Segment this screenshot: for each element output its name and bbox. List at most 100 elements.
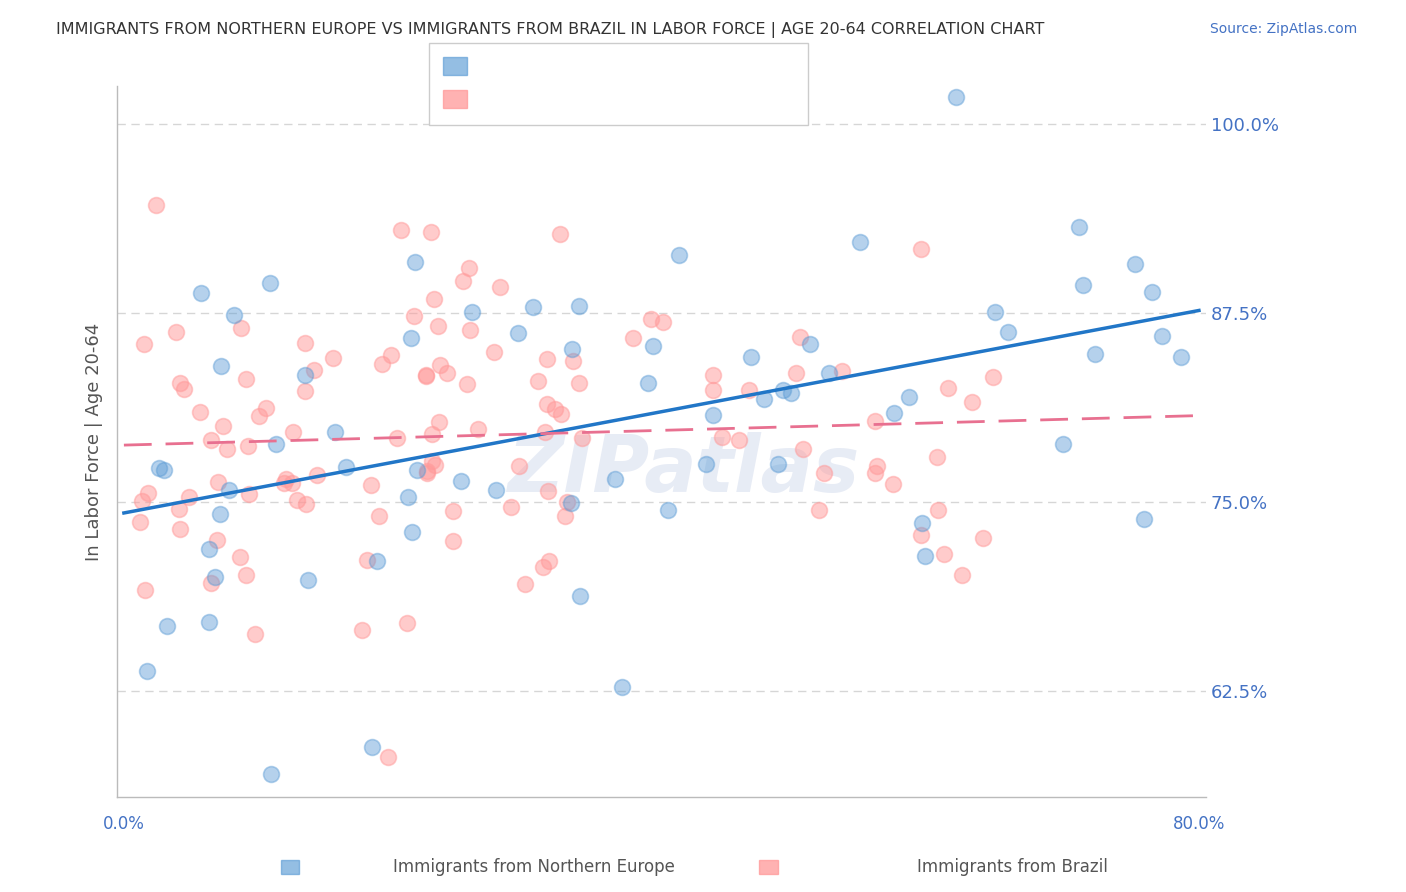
- Point: [747, 87, 769, 101]
- Point: [567, 299, 589, 313]
- Point: [260, 767, 283, 781]
- Point: [458, 323, 481, 337]
- Point: [984, 305, 1007, 319]
- Point: [807, 502, 830, 516]
- Point: [294, 336, 316, 351]
- Point: [544, 401, 567, 416]
- Text: Immigrants from Brazil: Immigrants from Brazil: [917, 858, 1108, 876]
- Point: [936, 382, 959, 396]
- Point: [499, 500, 522, 515]
- Point: [882, 477, 904, 491]
- Point: [456, 376, 478, 391]
- Point: [983, 370, 1005, 384]
- Point: [399, 331, 422, 345]
- Point: [224, 309, 246, 323]
- Point: [997, 325, 1019, 339]
- Point: [451, 274, 474, 288]
- Point: [489, 279, 512, 293]
- Point: [254, 401, 277, 415]
- Point: [950, 567, 973, 582]
- Point: [415, 466, 437, 480]
- Text: IMMIGRANTS FROM NORTHERN EUROPE VS IMMIGRANTS FROM BRAZIL IN LABOR FORCE | AGE 2: IMMIGRANTS FROM NORTHERN EUROPE VS IMMIG…: [56, 22, 1045, 38]
- Point: [883, 406, 905, 420]
- Point: [426, 319, 449, 334]
- Point: [831, 364, 853, 378]
- Point: [849, 235, 872, 249]
- Point: [297, 573, 319, 587]
- Point: [571, 431, 593, 445]
- Point: [561, 343, 583, 357]
- Point: [427, 415, 450, 429]
- Point: [768, 458, 790, 472]
- Point: [420, 426, 443, 441]
- Text: 0.0%: 0.0%: [103, 815, 145, 833]
- Point: [1133, 512, 1156, 526]
- Point: [169, 376, 191, 391]
- Point: [1140, 285, 1163, 299]
- Point: [668, 247, 690, 261]
- Point: [818, 366, 841, 380]
- Point: [643, 339, 665, 353]
- Point: [404, 309, 426, 323]
- Point: [128, 516, 150, 530]
- Point: [554, 508, 576, 523]
- Point: [651, 315, 673, 329]
- Point: [911, 516, 934, 530]
- Point: [200, 433, 222, 447]
- Point: [637, 376, 659, 390]
- Point: [534, 425, 557, 440]
- Point: [229, 549, 252, 564]
- Point: [1170, 351, 1192, 365]
- Point: [515, 576, 537, 591]
- Text: Source: ZipAtlas.com: Source: ZipAtlas.com: [1209, 22, 1357, 37]
- Point: [247, 409, 270, 423]
- Point: [205, 533, 228, 547]
- Point: [461, 305, 484, 319]
- Point: [415, 369, 437, 384]
- Text: Immigrants from Northern Europe: Immigrants from Northern Europe: [394, 858, 675, 876]
- Point: [156, 619, 179, 633]
- Point: [302, 363, 325, 377]
- Point: [204, 570, 226, 584]
- Point: [134, 582, 156, 597]
- Point: [485, 483, 508, 497]
- Point: [281, 475, 304, 490]
- Point: [169, 522, 191, 536]
- Point: [537, 484, 560, 499]
- Point: [135, 665, 157, 679]
- Point: [148, 461, 170, 475]
- Point: [389, 223, 412, 237]
- Point: [295, 498, 318, 512]
- Point: [910, 527, 932, 541]
- Point: [416, 464, 439, 478]
- Point: [1052, 437, 1074, 451]
- Point: [266, 436, 288, 450]
- Point: [401, 524, 423, 539]
- Point: [785, 366, 807, 380]
- Point: [562, 354, 585, 368]
- Point: [396, 490, 419, 504]
- Point: [179, 490, 201, 504]
- Point: [429, 358, 451, 372]
- Point: [531, 560, 554, 574]
- Point: [508, 458, 530, 473]
- Point: [209, 359, 232, 374]
- Point: [441, 504, 464, 518]
- Point: [235, 372, 257, 386]
- Point: [522, 300, 544, 314]
- Point: [305, 467, 328, 482]
- Point: [294, 384, 316, 399]
- Point: [361, 739, 384, 754]
- Point: [792, 442, 814, 456]
- Point: [259, 276, 281, 290]
- Point: [134, 336, 156, 351]
- Point: [799, 336, 821, 351]
- Point: [173, 383, 195, 397]
- Point: [1152, 329, 1174, 343]
- Point: [190, 286, 212, 301]
- Point: [927, 450, 949, 464]
- Point: [197, 542, 219, 557]
- Point: [396, 615, 419, 630]
- Point: [425, 458, 447, 472]
- Point: [863, 414, 886, 428]
